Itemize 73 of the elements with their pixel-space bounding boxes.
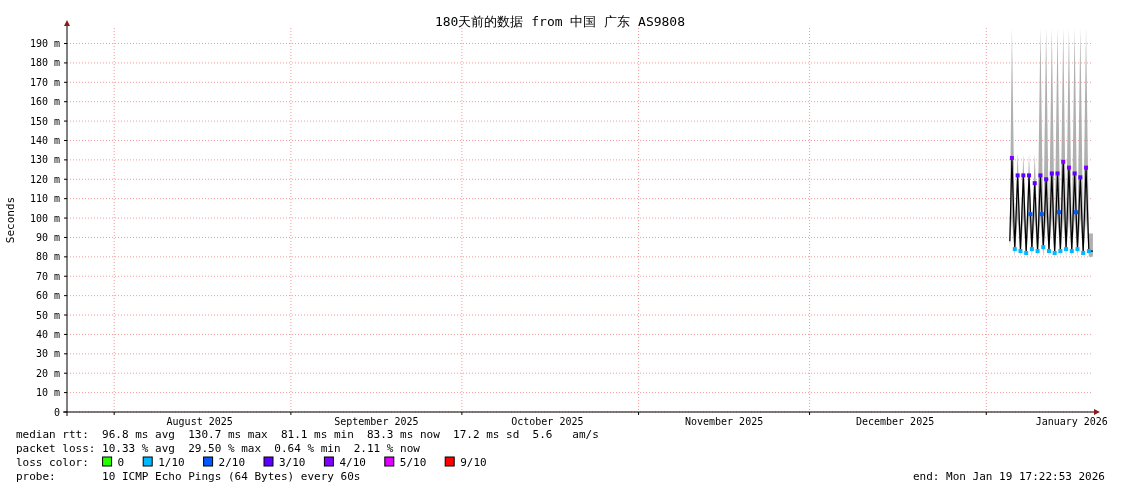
legend-title: loss color: [16,456,89,469]
point [1078,175,1083,180]
legend-label: 5/10 [399,456,427,469]
point [1056,210,1061,215]
legend-label: 3/10 [279,456,306,469]
point [1058,249,1063,254]
point [1039,212,1044,217]
point [1012,247,1017,252]
point [1055,171,1060,176]
legend-label: 4/10 [339,456,366,469]
point [1028,212,1033,217]
y-tick-label: 120 m [29,173,60,185]
y-tick-label: 30 m [35,348,60,360]
y-tick-label: 150 m [29,115,60,127]
point [1081,250,1086,255]
point [1035,249,1040,254]
legend-label: 9/10 [460,456,487,469]
y-tick-label: 80 m [35,251,60,263]
point [1018,249,1023,254]
y-axis-title: Seconds [4,196,17,244]
y-tick-label: 90 m [35,231,60,243]
y-tick-label: 110 m [29,193,60,205]
point [1009,155,1014,160]
legend-label: 1/10 [158,456,185,469]
y-tick-label: 50 m [35,309,60,321]
point [1052,250,1057,255]
text: median rtt: 96.8 ms avg 130.7 ms max 81.1 ms min 83.3 ms now 17.2 ms sd 5.6 am/s [16,428,599,441]
point [1021,173,1026,178]
y-tick-label: 100 m [29,212,60,224]
y-tick-label: 170 m [29,76,60,88]
point [1029,247,1034,252]
point [1044,177,1049,182]
x-tick-label: October 2025 [511,416,584,427]
x-tick-label: November 2025 [684,416,764,427]
point [1032,181,1037,186]
point [1084,165,1089,170]
text: probe: 10 ICMP Echo Pings (64 Bytes) every 60s [16,470,361,483]
y-tick-label: 40 m [35,328,60,340]
point [1086,249,1091,254]
point [1024,250,1029,255]
line-series [1009,157,1094,254]
y-tick-label: 140 m [29,134,60,146]
point [1041,245,1046,250]
y-tick-label: 130 m [29,154,60,166]
point [1066,165,1071,170]
legend-label: 0 [117,456,125,469]
point [1072,171,1077,176]
y-tick-label: 10 m [35,387,60,399]
y-tick-label: 180 m [29,57,60,69]
y-tick-label: 190 m [29,38,60,50]
x-tick-label: January 2026 [1035,416,1108,427]
point [1075,247,1080,252]
point [1027,173,1032,178]
text: packet loss: 10.33 % avg 29.50 % max 0.64 % min 2.11 % now [16,442,421,455]
x-tick-label: August 2025 [166,416,233,427]
point [1049,171,1054,176]
point [1064,247,1069,252]
point [1038,173,1043,178]
y-tick-label: 20 m [35,367,60,379]
text: end: Mon Jan 19 17:22:53 2026 [912,470,1105,483]
point [1015,173,1020,178]
point [1069,249,1074,254]
x-tick-label: December 2025 [855,416,935,427]
y-tick-label: 70 m [35,270,60,282]
y-tick-label: 60 m [35,290,60,302]
legend-label: 2/10 [218,456,246,469]
chart-title: 180天前的数据 from 中国 广东 AS9808 [434,14,686,29]
point [1046,249,1051,254]
x-tick-label: September 2025 [334,416,419,427]
point [1061,159,1066,164]
y-tick-label: 0 [53,406,60,418]
y-tick-label: 160 m [29,96,60,108]
point [1074,210,1079,215]
